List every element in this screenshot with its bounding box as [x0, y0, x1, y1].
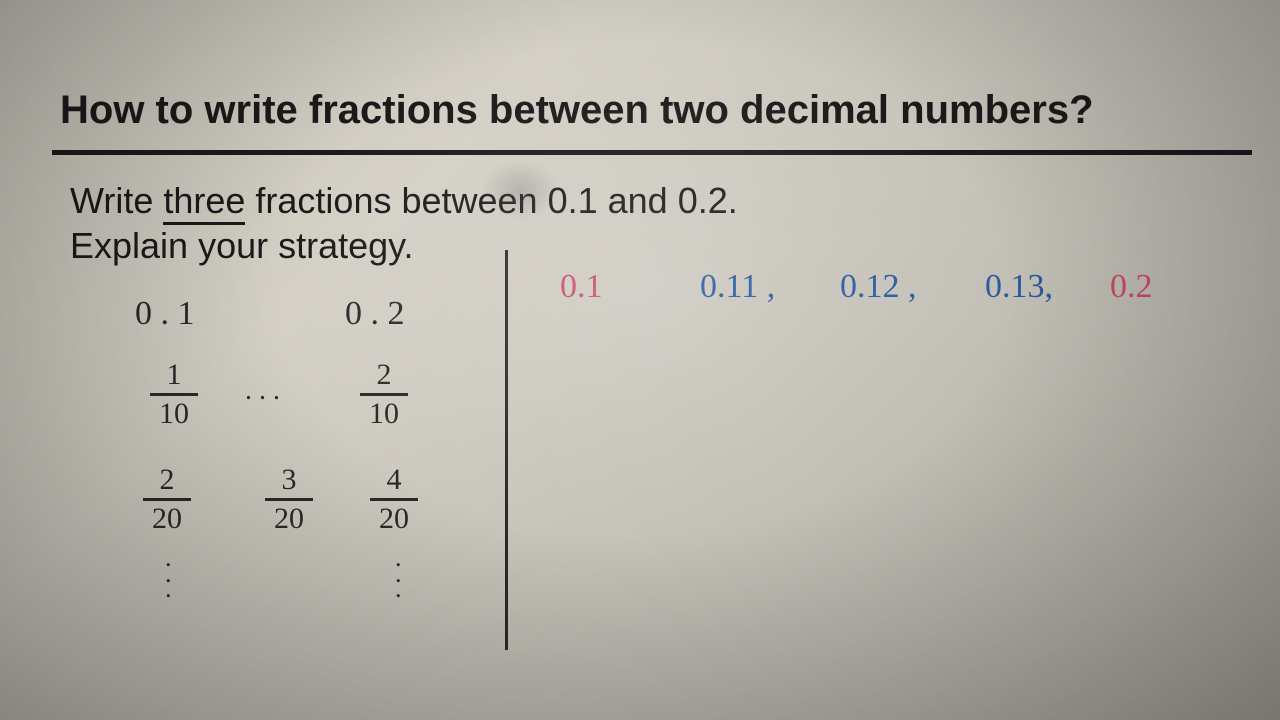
fraction-denominator: 20: [265, 504, 313, 534]
fraction-4-20: 4 20: [370, 465, 418, 534]
fraction-bar: [150, 393, 198, 396]
prompt-line-2: Explain your strategy.: [70, 225, 414, 267]
prompt-post: fractions between 0.1 and 0.2.: [245, 180, 737, 221]
decimal-item-1: 0.11 ,: [700, 268, 775, 306]
fraction-numerator: 2: [143, 465, 191, 495]
fraction-numerator: 3: [265, 465, 313, 495]
fraction-3-20: 3 20: [265, 465, 313, 534]
fraction-numerator: 4: [370, 465, 418, 495]
vertical-dots-left: ...: [165, 550, 172, 597]
ellipsis: . . .: [245, 375, 280, 407]
prompt-underlined-word: three: [163, 180, 245, 225]
fraction-denominator: 20: [370, 504, 418, 534]
decimal-b: 0 . 2: [345, 295, 405, 333]
decimal-item-4: 0.2: [1110, 268, 1153, 306]
vertical-divider: [505, 250, 508, 650]
fraction-denominator: 10: [150, 399, 198, 429]
fraction-bar: [370, 498, 418, 501]
fraction-bar: [360, 393, 408, 396]
fraction-2-10: 2 10: [360, 360, 408, 429]
fraction-1-10: 1 10: [150, 360, 198, 429]
page-title: How to write fractions between two decim…: [60, 88, 1094, 133]
prompt-pre: Write: [70, 180, 163, 221]
decimal-item-3: 0.13,: [985, 268, 1053, 306]
decimal-item-2: 0.12 ,: [840, 268, 917, 306]
fraction-numerator: 2: [360, 360, 408, 390]
fraction-numerator: 1: [150, 360, 198, 390]
fraction-denominator: 20: [143, 504, 191, 534]
fraction-bar: [143, 498, 191, 501]
fraction-denominator: 10: [360, 399, 408, 429]
fraction-2-20: 2 20: [143, 465, 191, 534]
vertical-dots-right: ...: [395, 550, 402, 597]
fraction-bar: [265, 498, 313, 501]
decimal-a: 0 . 1: [135, 295, 195, 333]
prompt-line-1: Write three fractions between 0.1 and 0.…: [70, 180, 738, 222]
title-underline: [52, 150, 1252, 155]
decimal-item-0: 0.1: [560, 268, 603, 306]
